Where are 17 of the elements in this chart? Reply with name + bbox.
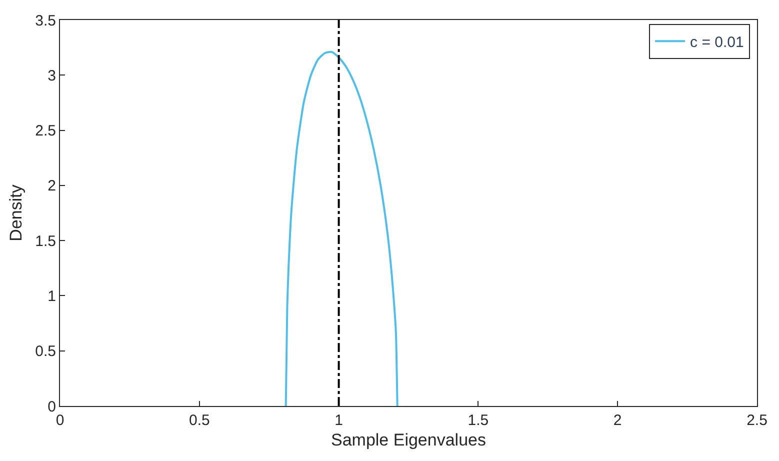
x-tick-label: 1 (334, 412, 343, 429)
line-series (284, 50, 398, 406)
y-tick-label: 1 (48, 288, 56, 305)
y-tick-label: 2.5 (35, 122, 56, 140)
x-tick-label: 0.5 (188, 412, 210, 429)
y-tick-label: 3.5 (35, 12, 56, 30)
x-tick-label: 1.5 (468, 412, 489, 429)
x-axis-title: Sample Eigenvalues (331, 430, 486, 450)
x-tick-label: 2.5 (746, 412, 768, 429)
y-tick-label: 3 (48, 67, 56, 84)
y-tick-label: 2 (48, 178, 56, 195)
legend-label: c = 0.01 (690, 34, 744, 51)
y-tick-label: 0 (48, 398, 56, 416)
y-tick-label: 0.5 (35, 343, 56, 360)
y-axis-title: Density (6, 184, 26, 242)
y-tick-label: 1.5 (35, 232, 56, 250)
x-tick-label: 2 (613, 412, 622, 429)
